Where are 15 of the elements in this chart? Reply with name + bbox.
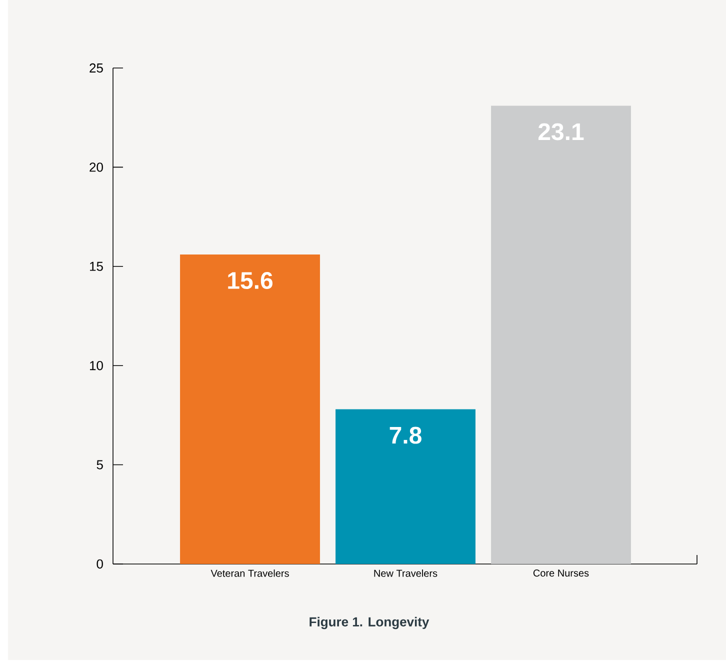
y-tick-label: 10 xyxy=(90,360,103,370)
y-tick-label: 0 xyxy=(96,559,103,569)
text: Figure 1. Longevity xyxy=(310,616,430,630)
data-label: 7.8 xyxy=(390,426,422,444)
y-tick-label: 15 xyxy=(90,262,103,271)
bar xyxy=(491,106,631,564)
data-label: 15.6 xyxy=(228,272,272,290)
x-tick-label: New Travelers xyxy=(374,570,438,577)
y-tick-label: 5 xyxy=(96,460,103,470)
x-tick-label: Core Nurses xyxy=(533,570,589,577)
bar xyxy=(180,254,320,564)
bar xyxy=(336,409,476,564)
x-tick-label: Veteran Travelers xyxy=(210,570,289,577)
y-tick-label: 25 xyxy=(90,63,103,73)
y-tick-label: 20 xyxy=(90,162,103,172)
